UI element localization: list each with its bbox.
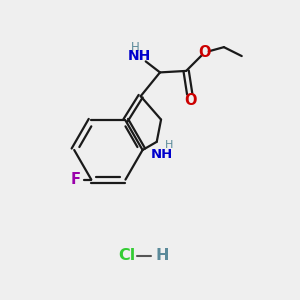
- Text: O: O: [198, 45, 211, 60]
- Text: O: O: [184, 92, 196, 107]
- Text: F: F: [71, 172, 81, 187]
- Text: H: H: [155, 248, 169, 263]
- Text: H: H: [131, 41, 140, 54]
- Text: NH: NH: [151, 148, 173, 161]
- Text: H: H: [164, 140, 173, 150]
- Text: Cl: Cl: [118, 248, 135, 263]
- Text: NH: NH: [128, 49, 151, 63]
